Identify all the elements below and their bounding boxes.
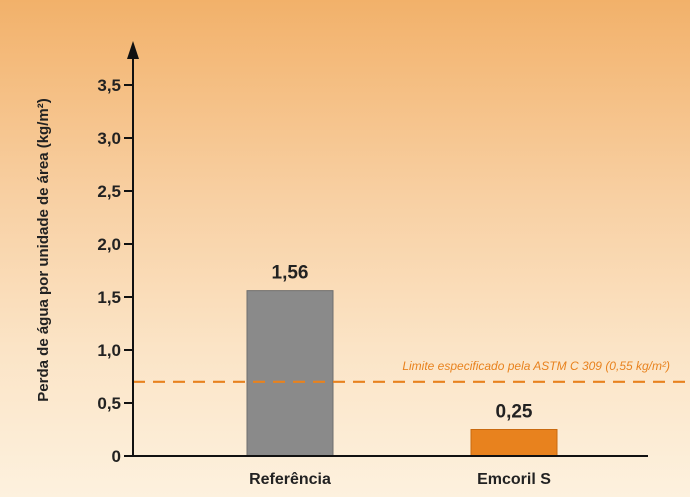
y-tick-label-3: 1,5 (97, 288, 121, 307)
category-label-1: Emcoril S (477, 471, 551, 488)
reference-line-label: Limite especificado pela ASTM C 309 (0,5… (402, 359, 670, 373)
y-tick-label-0: 0 (112, 447, 121, 466)
data-label-1: 0,25 (496, 402, 533, 423)
bar-0 (246, 290, 334, 457)
y-tick-label-6: 3,0 (97, 129, 121, 148)
bar-1 (470, 429, 558, 457)
data-label-0: 1,56 (272, 263, 309, 284)
category-label-0: Referência (249, 471, 331, 488)
y-axis-arrow (127, 41, 139, 59)
y-tick-label-2: 1,0 (97, 341, 121, 360)
y-tick-label-4: 2,0 (97, 235, 121, 254)
y-tick-label-5: 2,5 (97, 182, 121, 201)
y-tick-label-7: 3,5 (97, 76, 121, 95)
y-tick-label-1: 0,5 (97, 394, 121, 413)
y-axis-label: Perda de água por unidade de área (kg/m²… (35, 98, 52, 401)
